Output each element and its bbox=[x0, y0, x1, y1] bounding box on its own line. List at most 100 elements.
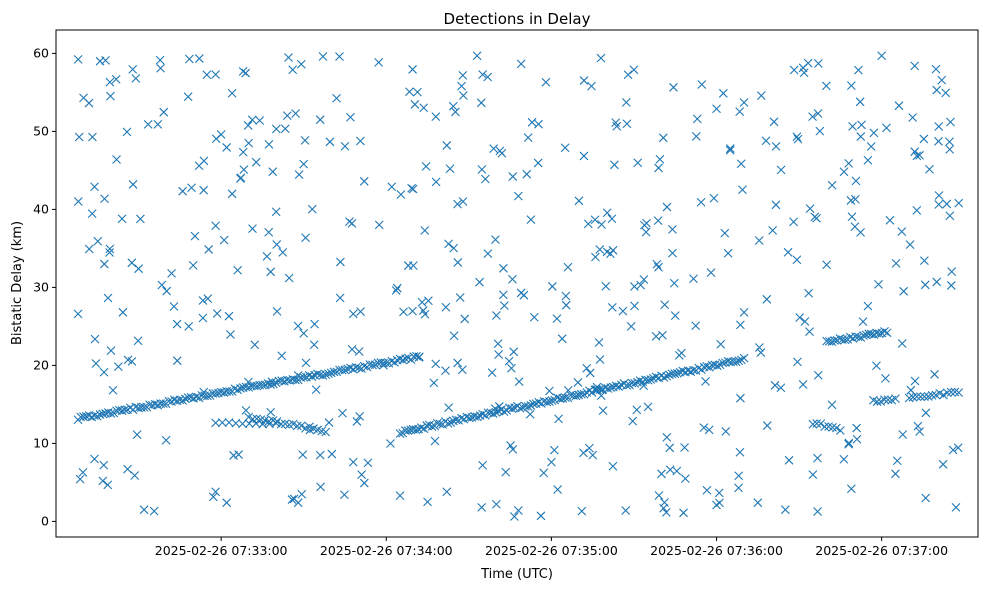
data-point bbox=[851, 176, 861, 186]
data-point bbox=[915, 427, 925, 436]
data-point bbox=[212, 309, 222, 318]
data-point bbox=[839, 454, 849, 464]
data-point bbox=[432, 418, 442, 428]
data-point bbox=[266, 267, 276, 277]
data-point bbox=[846, 81, 856, 90]
data-point bbox=[945, 137, 954, 147]
data-point bbox=[848, 121, 857, 131]
data-point bbox=[477, 502, 487, 512]
data-point bbox=[696, 197, 706, 207]
data-point bbox=[127, 356, 137, 366]
y-axis: 0 10 20 30 40 50 60 bbox=[33, 45, 56, 528]
data-point bbox=[222, 498, 232, 508]
data-point bbox=[143, 119, 153, 129]
data-point bbox=[951, 502, 961, 512]
data-point bbox=[597, 220, 606, 229]
data-markers bbox=[73, 51, 964, 521]
data-point bbox=[547, 282, 557, 291]
plot-area bbox=[55, 29, 979, 538]
data-point bbox=[891, 469, 900, 479]
data-point bbox=[288, 65, 298, 75]
data-point bbox=[472, 51, 482, 61]
data-point bbox=[591, 252, 600, 262]
data-point bbox=[762, 421, 772, 430]
data-point bbox=[832, 423, 841, 433]
data-point bbox=[359, 478, 369, 488]
data-point bbox=[155, 55, 165, 65]
data-point bbox=[793, 357, 802, 367]
data-point bbox=[908, 113, 918, 122]
data-point bbox=[855, 97, 865, 107]
data-point bbox=[736, 393, 745, 403]
data-point bbox=[278, 247, 288, 257]
data-point bbox=[413, 87, 422, 97]
data-point bbox=[289, 494, 299, 504]
data-point bbox=[101, 56, 110, 65]
data-point bbox=[920, 280, 930, 290]
data-point bbox=[489, 144, 499, 154]
data-point bbox=[672, 466, 682, 476]
data-point bbox=[653, 216, 663, 225]
data-point bbox=[117, 406, 127, 416]
data-point bbox=[401, 354, 410, 364]
data-point bbox=[734, 483, 743, 493]
data-point bbox=[453, 358, 463, 368]
data-point bbox=[158, 399, 168, 408]
data-point bbox=[315, 450, 325, 460]
data-point bbox=[359, 361, 369, 371]
data-point bbox=[706, 268, 716, 277]
data-point bbox=[222, 143, 232, 152]
data-point bbox=[458, 197, 468, 206]
data-point bbox=[458, 91, 468, 100]
y-tick-label: 10 bbox=[33, 435, 49, 450]
data-point bbox=[622, 119, 632, 129]
data-point bbox=[441, 366, 450, 376]
data-point bbox=[340, 141, 350, 151]
data-point bbox=[507, 363, 516, 373]
data-point bbox=[241, 68, 251, 78]
data-point bbox=[621, 98, 631, 107]
data-point bbox=[194, 54, 204, 63]
data-point bbox=[480, 174, 490, 184]
data-point bbox=[131, 73, 141, 83]
data-point bbox=[123, 464, 132, 474]
data-point bbox=[844, 438, 854, 448]
data-point bbox=[934, 122, 944, 131]
data-point bbox=[560, 143, 570, 153]
data-point bbox=[90, 454, 99, 464]
data-point bbox=[847, 212, 857, 222]
data-point bbox=[346, 112, 355, 122]
data-point bbox=[175, 395, 185, 405]
data-point bbox=[771, 141, 781, 151]
data-point bbox=[103, 293, 113, 303]
data-point bbox=[387, 182, 397, 192]
data-point bbox=[98, 476, 108, 486]
data-point bbox=[391, 286, 401, 295]
data-point bbox=[527, 117, 537, 127]
data-point bbox=[930, 369, 939, 379]
data-point bbox=[885, 215, 895, 225]
data-point bbox=[945, 211, 955, 221]
data-point bbox=[159, 107, 169, 117]
data-point bbox=[262, 252, 272, 261]
data-point bbox=[483, 72, 493, 82]
data-point bbox=[153, 400, 163, 410]
data-point bbox=[424, 296, 433, 306]
data-point bbox=[661, 507, 671, 517]
data-point bbox=[866, 142, 876, 151]
data-point bbox=[770, 380, 780, 390]
data-point bbox=[318, 371, 328, 380]
data-point bbox=[554, 414, 563, 424]
data-point bbox=[105, 77, 115, 87]
data-point bbox=[199, 156, 209, 166]
data-point bbox=[516, 288, 526, 298]
data-point bbox=[856, 132, 866, 141]
data-point bbox=[139, 403, 149, 412]
data-point bbox=[293, 371, 303, 380]
data-point bbox=[458, 70, 468, 80]
data-point bbox=[542, 397, 552, 407]
data-point bbox=[692, 114, 702, 124]
data-point bbox=[523, 402, 533, 411]
data-point bbox=[714, 488, 724, 498]
data-point bbox=[441, 302, 451, 312]
